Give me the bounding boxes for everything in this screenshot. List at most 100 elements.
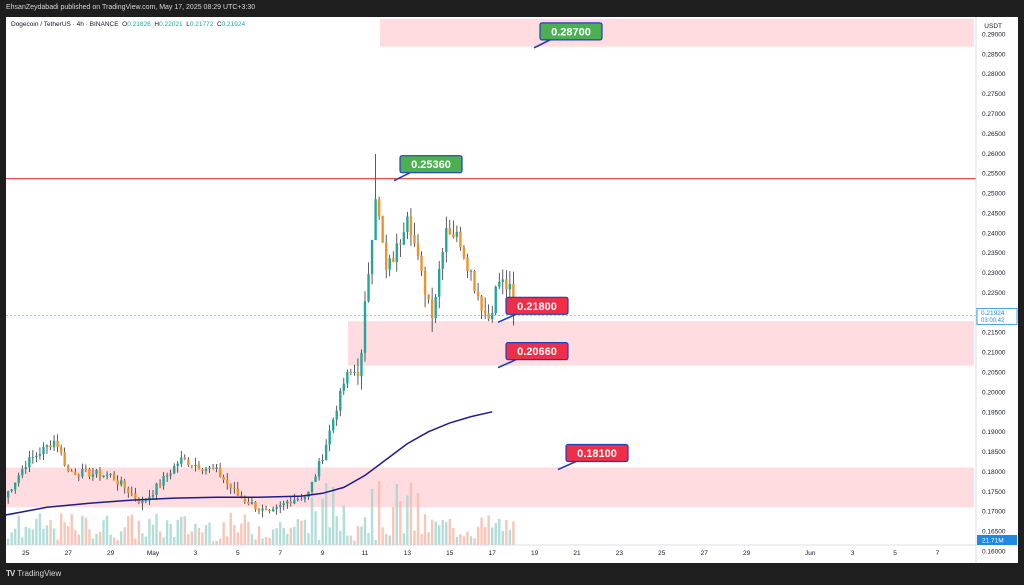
candle-body xyxy=(162,476,165,486)
candle-body xyxy=(120,480,123,485)
price-tick-label: 0.22500 xyxy=(982,290,1006,297)
volume-bar xyxy=(483,526,487,545)
volume-bar xyxy=(254,539,257,545)
volume-bar xyxy=(95,533,98,545)
candle-body xyxy=(165,475,169,477)
candle-body xyxy=(74,471,77,475)
volume-bar xyxy=(59,513,63,545)
candle-body xyxy=(190,465,194,467)
time-tick-label: 7 xyxy=(278,550,282,557)
candle-body xyxy=(127,488,130,494)
price-chart[interactable]: 0.28700 0.25360 0.21800 0.20660 0.18100 0.16… xyxy=(6,17,1018,563)
candle-body xyxy=(452,234,455,237)
candle-body xyxy=(438,268,441,297)
volume-bar xyxy=(201,532,204,545)
candle-body xyxy=(356,372,360,377)
volume-bar xyxy=(324,483,328,545)
tradingview-brand: TradingView xyxy=(17,569,62,578)
volume-bar xyxy=(360,526,363,545)
price-callout-5[interactable]: 0.18100 xyxy=(557,443,629,471)
price-tick-label: 0.26000 xyxy=(982,151,1006,158)
callout-pointer xyxy=(533,39,551,49)
candle-body xyxy=(45,445,49,447)
candle-body xyxy=(282,503,285,506)
tradingview-logo[interactable]: TV TradingView xyxy=(6,569,61,578)
price-tick-label: 0.27500 xyxy=(982,91,1006,98)
price-callout-4[interactable]: 0.20660 xyxy=(497,342,569,369)
volume-bar xyxy=(452,527,455,545)
candle-body xyxy=(342,383,345,391)
open-key: O xyxy=(122,21,128,28)
volume-bar xyxy=(310,497,314,545)
candle-body xyxy=(35,455,38,458)
volume-bar xyxy=(102,520,105,545)
volume-bar xyxy=(250,534,254,545)
candle-body xyxy=(328,430,331,445)
candle-body xyxy=(229,483,232,488)
volume-bar xyxy=(406,495,409,545)
price-tick-label: 0.23500 xyxy=(982,250,1006,257)
candle-body xyxy=(84,468,88,470)
candle-body xyxy=(367,274,370,302)
volume-bar xyxy=(289,528,292,545)
candle-body xyxy=(10,489,13,492)
volume-bar xyxy=(402,533,406,545)
candle-body xyxy=(102,475,105,478)
candle-body xyxy=(289,501,292,504)
price-tick-label: 0.28500 xyxy=(982,51,1006,58)
candle-body xyxy=(307,491,310,497)
volume-bar xyxy=(38,513,42,545)
volume-bar xyxy=(342,505,345,545)
volume-bar xyxy=(282,527,285,545)
candle-body xyxy=(480,296,483,311)
candle-body xyxy=(169,473,172,476)
callout-layer: 0.28700 0.25360 0.21800 0.20660 0.18100 xyxy=(393,22,629,471)
price-callout-1[interactable]: 0.28700 xyxy=(533,22,603,49)
candle-body xyxy=(385,242,388,270)
volume-bar xyxy=(427,532,430,545)
candle-body xyxy=(24,467,27,470)
volume-bar xyxy=(399,501,402,545)
price-callout-3[interactable]: 0.21800 xyxy=(497,296,569,324)
price-tick-label: 0.16000 xyxy=(982,549,1006,556)
callout-pointer xyxy=(497,358,517,369)
volume-bar xyxy=(271,529,275,545)
candle-body xyxy=(176,463,179,467)
axis-layer: 0.16000 0.16500 0.17000 0.17500 0.18000 0.185… xyxy=(6,17,1018,563)
last-price-value: 0.21924 xyxy=(981,310,1005,317)
price-tick-label: 0.20500 xyxy=(982,370,1006,377)
candle-body xyxy=(402,232,406,245)
candle-body xyxy=(423,270,427,295)
chart-panel[interactable]: 0.28700 0.25360 0.21800 0.20660 0.18100 0.16… xyxy=(6,17,1018,563)
candle-body xyxy=(349,371,353,373)
price-callout-2[interactable]: 0.25360 xyxy=(393,155,463,182)
volume-tag xyxy=(977,535,1017,545)
volume-bar xyxy=(204,525,208,545)
volume-bar xyxy=(42,528,45,545)
candle-body xyxy=(279,505,282,507)
candle-body xyxy=(88,469,91,477)
volume-tag-label: 21.71M xyxy=(982,538,1004,545)
close-value: 0.21924 xyxy=(221,21,246,28)
candle-body xyxy=(77,474,80,477)
candle-body xyxy=(363,301,367,353)
volume-bar xyxy=(109,534,112,545)
candle-body xyxy=(300,498,303,500)
price-tick-label: 0.27000 xyxy=(982,111,1006,118)
publish-line: EhsanZeydabadi published on TradingView.… xyxy=(6,4,256,11)
candle-body xyxy=(158,483,162,486)
volume-bar xyxy=(434,521,437,545)
volume-bar xyxy=(286,533,289,545)
time-tick-label: 23 xyxy=(616,550,624,557)
candle-body xyxy=(49,445,52,448)
volume-bar xyxy=(49,519,52,545)
volume-bar xyxy=(45,525,49,545)
candle-body xyxy=(187,459,190,466)
candle-body xyxy=(420,256,423,271)
volume-bar xyxy=(151,524,155,545)
candle-body xyxy=(448,228,451,235)
volume-bar xyxy=(183,516,186,545)
time-tick-label: 25 xyxy=(658,550,666,557)
candle-body xyxy=(151,495,155,497)
time-tick-label: 5 xyxy=(236,550,240,557)
